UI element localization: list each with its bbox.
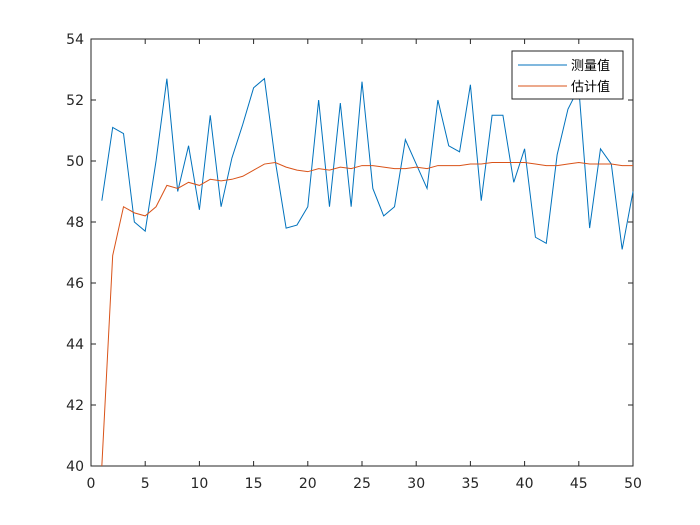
x-tick-label: 50 — [624, 476, 642, 492]
x-tick-label: 35 — [461, 476, 479, 492]
series-line-1 — [101, 77, 634, 250]
x-tick-label: 45 — [570, 476, 588, 492]
plot-area: 0 5 10 15 20 25 30 35 40 45 50 40 42 44 46 48 50 52 54 — [66, 32, 642, 492]
x-tick-label: 25 — [353, 476, 371, 492]
y-tick-label: 50 — [66, 154, 84, 170]
x-tick-label: 20 — [299, 476, 317, 492]
axes-box — [90, 38, 634, 467]
y-tick-label: 52 — [66, 93, 84, 109]
x-tick-label: 30 — [407, 476, 425, 492]
x-tick-label: 40 — [516, 476, 534, 492]
y-tick-label: 54 — [66, 32, 84, 48]
x-tick-label: 5 — [141, 476, 150, 492]
y-tick-label: 46 — [66, 276, 84, 292]
x-tick-label: 10 — [190, 476, 208, 492]
legend-box — [511, 50, 624, 100]
y-axis: 40 42 44 46 48 50 52 54 — [66, 32, 633, 475]
x-axis: 0 5 10 15 20 25 30 35 40 45 50 — [87, 39, 642, 492]
legend-label-1: 测量值 — [571, 58, 610, 74]
series-line-2 — [101, 162, 633, 467]
x-tick-label: 0 — [87, 476, 96, 492]
y-tick-label: 42 — [66, 398, 84, 414]
x-tick-label: 15 — [245, 476, 263, 492]
series-layer — [101, 77, 634, 467]
y-tick-label: 44 — [66, 337, 84, 353]
legend-label-2: 估计值 — [571, 79, 610, 95]
y-tick-label: 48 — [66, 215, 84, 231]
y-tick-label: 40 — [66, 459, 84, 475]
